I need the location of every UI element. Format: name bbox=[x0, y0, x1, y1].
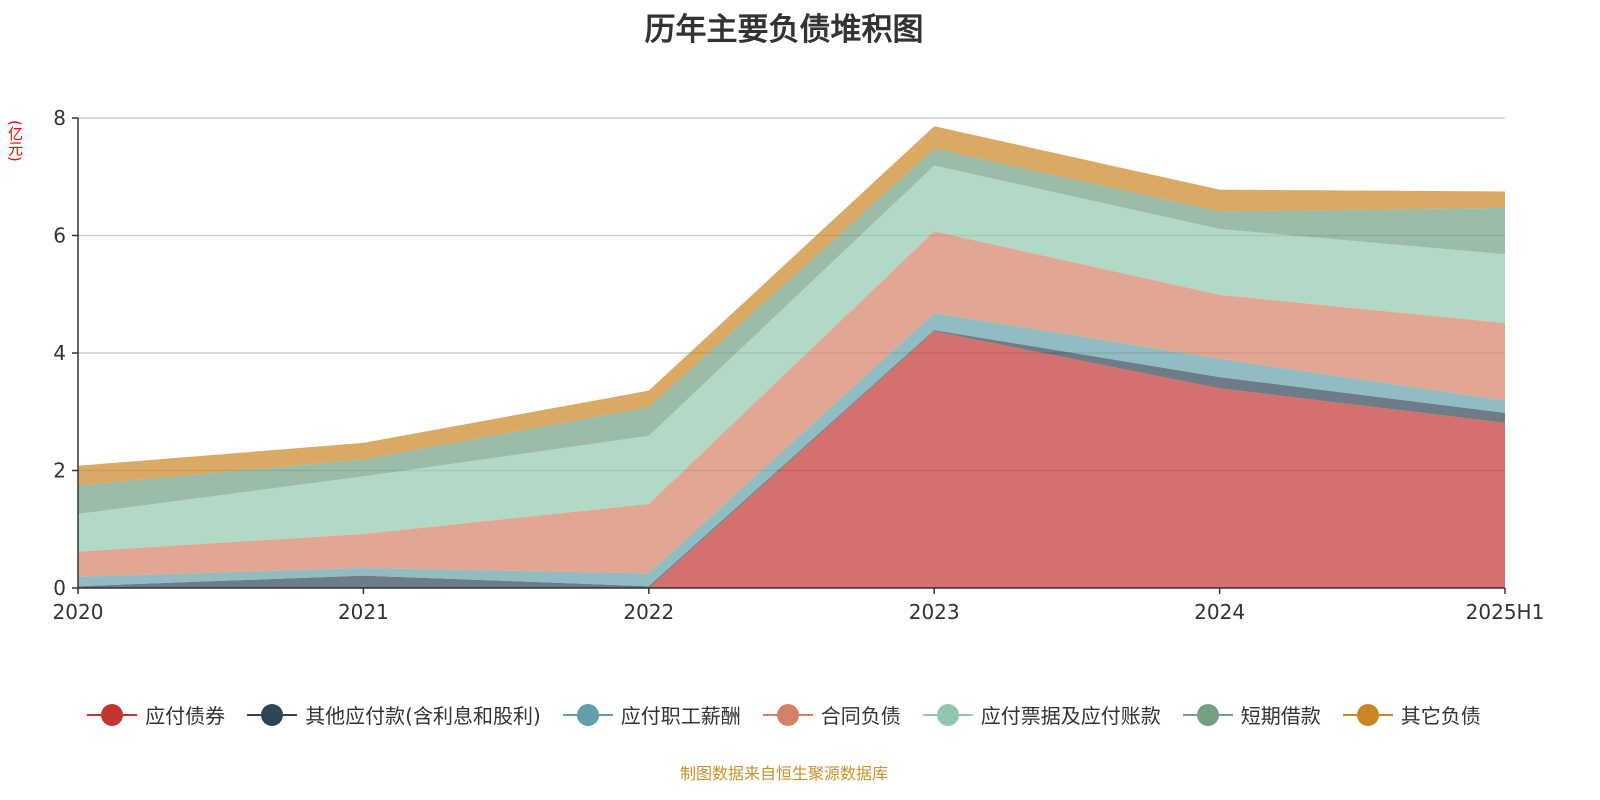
legend-item[interactable]: 其它负债 bbox=[1342, 700, 1481, 729]
legend-label: 其它负债 bbox=[1400, 704, 1481, 728]
y-tick-label: 8 bbox=[53, 106, 66, 130]
legend-marker-icon bbox=[1342, 703, 1393, 726]
legend-item[interactable]: 短期借款 bbox=[1182, 700, 1321, 729]
legend-item[interactable]: 合同负债 bbox=[762, 700, 901, 729]
legend-label: 应付债券 bbox=[145, 704, 226, 728]
x-tick-label: 2020 bbox=[53, 600, 104, 624]
legend-label: 应付票据及应付账款 bbox=[980, 704, 1161, 728]
y-tick-label: 4 bbox=[53, 341, 66, 365]
x-tick-label: 2021 bbox=[338, 600, 389, 624]
y-tick-label: 6 bbox=[53, 224, 66, 248]
legend-item[interactable]: 应付债券 bbox=[87, 700, 225, 729]
legend-marker-icon bbox=[247, 703, 298, 726]
legend-item[interactable]: 应付职工薪酬 bbox=[562, 700, 741, 729]
data-source-footer: 制图数据来自恒生聚源数据库 bbox=[679, 764, 888, 783]
area-应付票据及应付账款 bbox=[78, 165, 1505, 552]
legend-marker-icon bbox=[922, 703, 973, 726]
x-tick-label: 2023 bbox=[909, 600, 960, 624]
legend-marker-icon bbox=[1182, 703, 1233, 726]
y-tick-label: 0 bbox=[53, 576, 66, 600]
legend-item[interactable]: 应付票据及应付账款 bbox=[922, 700, 1161, 729]
x-tick-label: 2024 bbox=[1194, 600, 1245, 624]
legend-marker-icon bbox=[87, 703, 138, 726]
area-其他应付款(含利息和股利) bbox=[78, 330, 1505, 588]
y-tick-label: 2 bbox=[53, 459, 66, 483]
x-tick-label: 2025H1 bbox=[1466, 600, 1545, 624]
legend-label: 合同负债 bbox=[820, 704, 901, 728]
area-应付职工薪酬 bbox=[78, 313, 1505, 587]
legend-marker-icon bbox=[762, 703, 813, 726]
legend-label: 其他应付款(含利息和股利) bbox=[305, 704, 541, 728]
legend-label: 短期借款 bbox=[1240, 704, 1321, 728]
y-axis-unit-label: (亿元) bbox=[6, 120, 24, 162]
x-tick-label: 2022 bbox=[623, 600, 674, 624]
stacked-area-chart: 0 2 4 6 8 2020 2021 2022 2023 2024 2025H1 bbox=[53, 106, 1545, 624]
area-短期借款 bbox=[78, 148, 1505, 514]
chart-title: 历年主要负债堆积图 bbox=[644, 12, 924, 48]
legend-label: 应付职工薪酬 bbox=[620, 704, 741, 728]
legend-item[interactable]: 其他应付款(含利息和股利) bbox=[247, 700, 541, 729]
legend-marker-icon bbox=[562, 703, 613, 726]
legend: 应付债券 其他应付款(含利息和股利) 应付职工薪酬 合同负债 应付票据及应付账款 短期借款… bbox=[0, 700, 1568, 729]
area-合同负债 bbox=[78, 231, 1505, 577]
